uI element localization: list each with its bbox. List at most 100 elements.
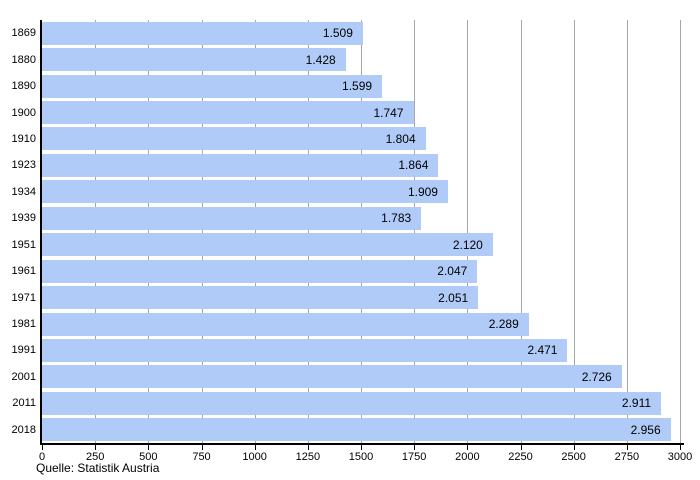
axis-tick bbox=[95, 445, 97, 450]
axis-tick bbox=[361, 445, 362, 450]
bar-row: 1.509 bbox=[42, 20, 680, 46]
axis-tick-label: 2250 bbox=[508, 451, 533, 463]
bar-value-label: 1.804 bbox=[385, 131, 416, 146]
gridline bbox=[573, 20, 575, 443]
year-label: 2018 bbox=[11, 423, 36, 436]
axis-tick bbox=[148, 445, 150, 450]
bar-value-label: 2.047 bbox=[437, 264, 468, 279]
gridline bbox=[201, 20, 203, 443]
bar-row: 1.783 bbox=[42, 205, 680, 231]
axis-tick-label: 3000 bbox=[667, 451, 693, 463]
axis-tick bbox=[467, 445, 469, 450]
population-bar: 1.909 bbox=[42, 180, 448, 204]
population-bar: 2.956 bbox=[42, 418, 671, 442]
population-bar: 2.120 bbox=[42, 233, 493, 257]
population-bar: 1.783 bbox=[42, 206, 422, 230]
gridline bbox=[254, 20, 256, 443]
x-axis-line bbox=[40, 443, 684, 445]
year-label: 1934 bbox=[11, 185, 36, 198]
bar-value-label: 2.911 bbox=[621, 396, 652, 411]
source-caption: Quelle: Statistik Austria bbox=[36, 461, 160, 475]
bar-value-label: 1.428 bbox=[305, 52, 336, 67]
gridline bbox=[414, 20, 416, 443]
year-label: 1939 bbox=[11, 212, 36, 225]
bar-value-label: 2.289 bbox=[488, 317, 519, 332]
bar-value-label: 1.864 bbox=[398, 158, 429, 173]
year-label: 1880 bbox=[11, 53, 36, 66]
year-label: 1981 bbox=[11, 318, 36, 331]
year-label: 1961 bbox=[11, 265, 36, 278]
axis-tick bbox=[680, 445, 681, 450]
bar-row: 1.599 bbox=[42, 73, 680, 99]
bar-row: 2.051 bbox=[42, 284, 680, 310]
axis-tick-label: 2000 bbox=[455, 451, 480, 463]
axis-tick bbox=[626, 445, 628, 450]
bar-value-label: 2.471 bbox=[527, 343, 558, 358]
year-label: 1923 bbox=[11, 159, 36, 172]
axis-tick-label: 0 bbox=[38, 451, 46, 463]
bar-row: 1.909 bbox=[42, 179, 680, 205]
year-label: 2001 bbox=[11, 370, 36, 383]
population-bar: 2.289 bbox=[42, 312, 529, 336]
year-label: 1869 bbox=[11, 27, 36, 40]
gridline bbox=[467, 20, 469, 443]
axis-tick-label: 1500 bbox=[348, 451, 374, 463]
axis-tick-label: 1750 bbox=[401, 451, 427, 463]
y-axis-line bbox=[40, 20, 42, 443]
bar-row: 1.747 bbox=[42, 99, 680, 125]
axis-tick-label: 1250 bbox=[295, 451, 321, 463]
axis-tick-label: 750 bbox=[192, 451, 211, 463]
year-label: 2011 bbox=[12, 397, 36, 410]
axis-tick-label: 250 bbox=[85, 451, 105, 463]
population-bar: 1.804 bbox=[42, 127, 426, 151]
bar-value-label: 1.599 bbox=[342, 79, 373, 94]
axis-tick bbox=[201, 445, 203, 450]
axis-tick bbox=[520, 445, 522, 450]
axis-tick bbox=[42, 445, 43, 450]
year-label: 1951 bbox=[11, 238, 36, 251]
gridline bbox=[680, 20, 681, 443]
bar-row: 2.471 bbox=[42, 337, 680, 363]
bar-row: 2.726 bbox=[42, 364, 680, 390]
year-label: 1900 bbox=[11, 106, 36, 119]
axis-tick bbox=[307, 445, 309, 450]
population-bar: 1.599 bbox=[42, 74, 383, 98]
bar-row: 2.289 bbox=[42, 311, 680, 337]
axis-tick bbox=[254, 445, 256, 450]
population-bar: 2.726 bbox=[42, 365, 622, 389]
gridline bbox=[307, 20, 309, 443]
gridline bbox=[626, 20, 628, 443]
axis-tick-label: 500 bbox=[139, 451, 158, 463]
population-bar: 2.911 bbox=[42, 391, 662, 415]
bar-value-label: 1.909 bbox=[407, 184, 438, 199]
bar-value-label: 2.120 bbox=[452, 237, 483, 252]
bar-row: 1.864 bbox=[42, 152, 680, 178]
bar-row: 2.956 bbox=[42, 417, 680, 443]
gridline bbox=[520, 20, 522, 443]
bar-row: 2.120 bbox=[42, 232, 680, 258]
population-bar: 2.471 bbox=[42, 338, 568, 362]
population-bar: 2.051 bbox=[42, 286, 479, 310]
gridline bbox=[95, 20, 97, 443]
year-label: 1910 bbox=[11, 132, 36, 145]
gridline bbox=[361, 20, 362, 443]
axis-tick-label: 2500 bbox=[561, 451, 586, 463]
population-bar: 1.864 bbox=[42, 153, 439, 177]
plot-area: 1.509 1.428 1.599 1.747 1.804 1.864 1.909 1.783… bbox=[42, 20, 681, 443]
bar-value-label: 2.726 bbox=[581, 369, 612, 384]
axis-tick bbox=[414, 445, 416, 450]
population-bar: 1.747 bbox=[42, 101, 414, 125]
bar-row: 2.047 bbox=[42, 258, 680, 284]
bar-row: 1.428 bbox=[42, 46, 680, 72]
bar-row: 1.804 bbox=[42, 126, 680, 152]
bar-value-label: 1.747 bbox=[373, 105, 404, 120]
population-bar: 1.428 bbox=[42, 48, 346, 72]
bar-value-label: 1.509 bbox=[322, 26, 353, 41]
axis-tick-label: 1000 bbox=[242, 451, 267, 463]
bar-value-label: 1.783 bbox=[381, 211, 412, 226]
population-bar: 1.509 bbox=[42, 21, 363, 45]
axis-tick bbox=[573, 445, 575, 450]
bar-value-label: 2.051 bbox=[438, 290, 469, 305]
population-bar: 2.047 bbox=[42, 259, 478, 283]
